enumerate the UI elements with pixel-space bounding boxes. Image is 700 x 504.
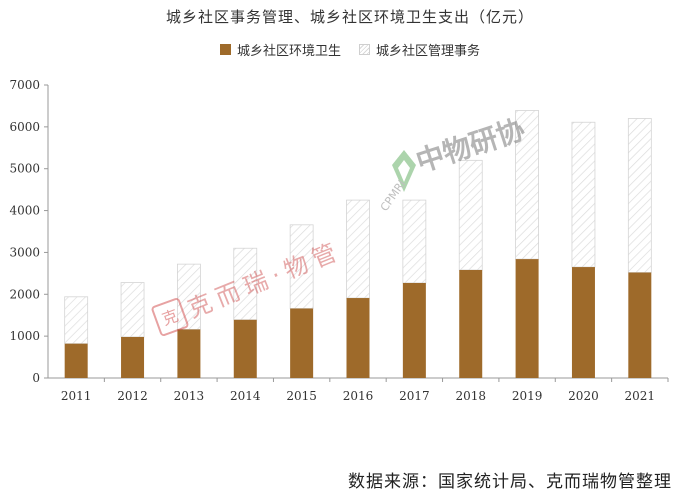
y-tick-label: 5000 xyxy=(9,162,40,176)
bar-environment xyxy=(121,336,145,378)
legend-item-management: 城乡社区管理事务 xyxy=(359,40,480,59)
bar-management xyxy=(458,159,483,271)
bar-management xyxy=(402,199,427,284)
bar-environment xyxy=(402,282,426,378)
kerui-watermark-text: 克而瑞·物管 xyxy=(184,236,346,323)
x-tick-label: 2015 xyxy=(286,389,317,403)
bar-management xyxy=(627,118,652,273)
x-tick-label: 2018 xyxy=(455,389,486,403)
y-tick-label: 2000 xyxy=(9,287,40,301)
x-tick-label: 2013 xyxy=(174,389,205,403)
y-tick-label: 4000 xyxy=(9,204,40,218)
bar-environment xyxy=(515,259,539,378)
bar-environment xyxy=(290,308,314,378)
bar-environment xyxy=(177,329,201,378)
bar-management xyxy=(346,199,370,299)
y-tick-label: 1000 xyxy=(9,329,40,343)
y-tick-label: 3000 xyxy=(9,245,40,259)
cpmri-watermark: 中物研协 CPMRI xyxy=(378,113,529,214)
bar-management xyxy=(64,296,89,345)
x-tick-label: 2020 xyxy=(568,389,599,403)
bar-management xyxy=(571,121,596,268)
y-tick-label: 0 xyxy=(32,371,40,385)
legend-swatch-environment xyxy=(219,44,231,55)
axes: 0 1000 2000 3000 4000 5000 6000 7000 2011 2012 201… xyxy=(9,78,669,403)
kerui-seal-text: 克 xyxy=(159,306,181,329)
bars xyxy=(64,110,652,378)
data-source-note: 数据来源：国家统计局、克而瑞物管整理 xyxy=(348,472,672,492)
bar-management xyxy=(120,282,145,338)
bar-environment xyxy=(628,272,652,378)
x-tick-label: 2012 xyxy=(117,389,148,403)
cpmri-logo-icon-inner xyxy=(398,160,410,182)
y-tick-label: 7000 xyxy=(9,78,40,92)
x-tick-label: 2011 xyxy=(61,389,92,403)
bar-environment xyxy=(459,270,483,378)
legend-label-environment: 城乡社区环境卫生 xyxy=(236,44,341,59)
x-tick-label: 2017 xyxy=(399,389,430,403)
bar-environment xyxy=(571,267,595,378)
legend: 城乡社区环境卫生 城乡社区管理事务 xyxy=(0,40,700,59)
kerui-seal-icon xyxy=(151,297,189,337)
legend-item-environment: 城乡社区环境卫生 xyxy=(219,40,341,59)
x-tick-label: 2019 xyxy=(512,389,543,403)
bar-environment xyxy=(64,343,88,378)
chart-title: 城乡社区事务管理、城乡社区环境卫生支出（亿元） xyxy=(165,8,534,26)
x-tick-label: 2021 xyxy=(625,389,656,403)
legend-label-management: 城乡社区管理事务 xyxy=(376,44,481,59)
y-tick-label: 6000 xyxy=(9,120,40,134)
bar-environment xyxy=(346,298,370,378)
x-tick-label: 2016 xyxy=(343,389,374,403)
legend-swatch-management xyxy=(359,44,370,55)
x-tick-label: 2014 xyxy=(230,389,261,403)
bar-environment xyxy=(233,319,257,378)
